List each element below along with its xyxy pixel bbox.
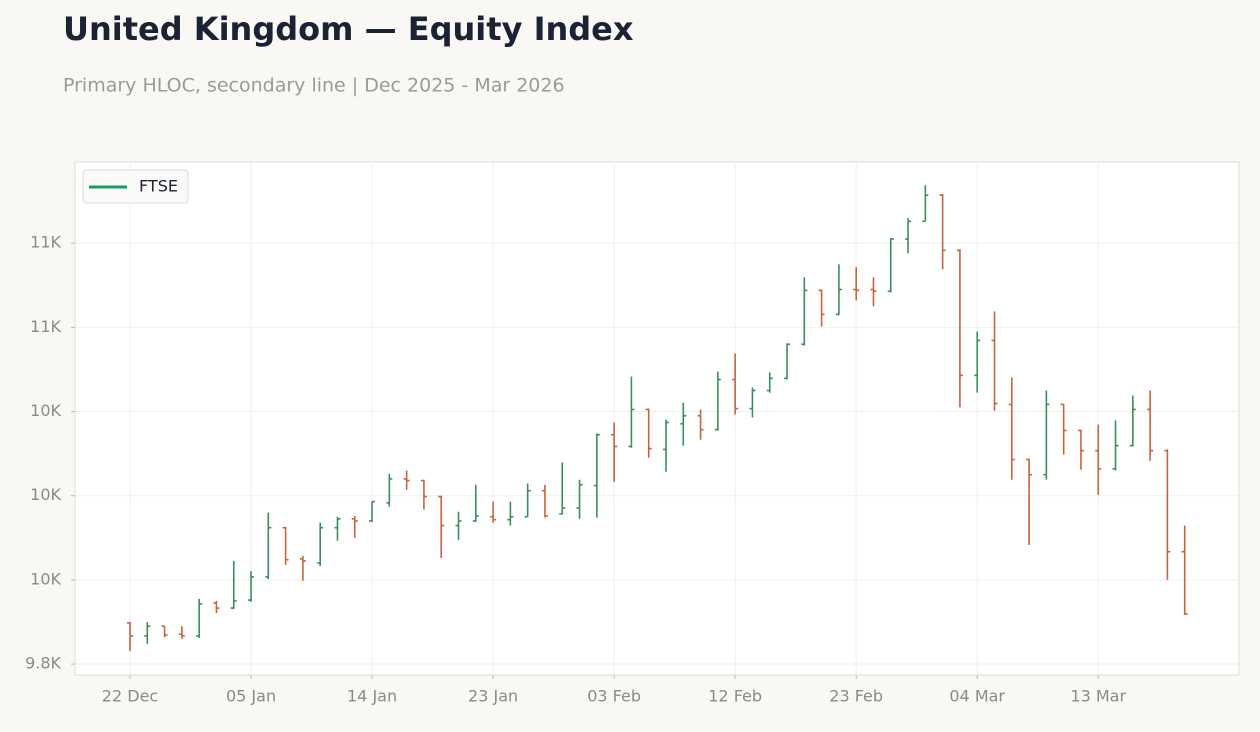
x-tick-label: 23 Feb [829, 687, 883, 706]
y-tick-label: 10K [30, 569, 61, 588]
chart-title: United Kingdom — Equity Index [63, 10, 634, 48]
y-tick-label: 10K [30, 401, 61, 420]
x-tick-label: 14 Jan [347, 687, 397, 706]
x-tick-label: 12 Feb [708, 687, 762, 706]
x-tick-label: 03 Feb [587, 687, 641, 706]
y-tick-label: 9.8K [25, 654, 61, 673]
y-tick-label: 11K [30, 317, 61, 336]
legend-box [82, 169, 189, 204]
y-tick-label: 11K [30, 233, 61, 252]
y-tick-label: 10K [30, 485, 61, 504]
chart-subtitle: Primary HLOC, secondary line | Dec 2025 … [63, 75, 565, 97]
x-tick-label: 13 Mar [1070, 687, 1126, 706]
x-tick-label: 22 Dec [102, 687, 158, 706]
x-tick-label: 05 Jan [226, 687, 276, 706]
plot-area [74, 161, 1240, 676]
x-tick-label: 04 Mar [949, 687, 1005, 706]
legend-label: FTSE [139, 177, 178, 196]
x-tick-label: 23 Jan [468, 687, 518, 706]
